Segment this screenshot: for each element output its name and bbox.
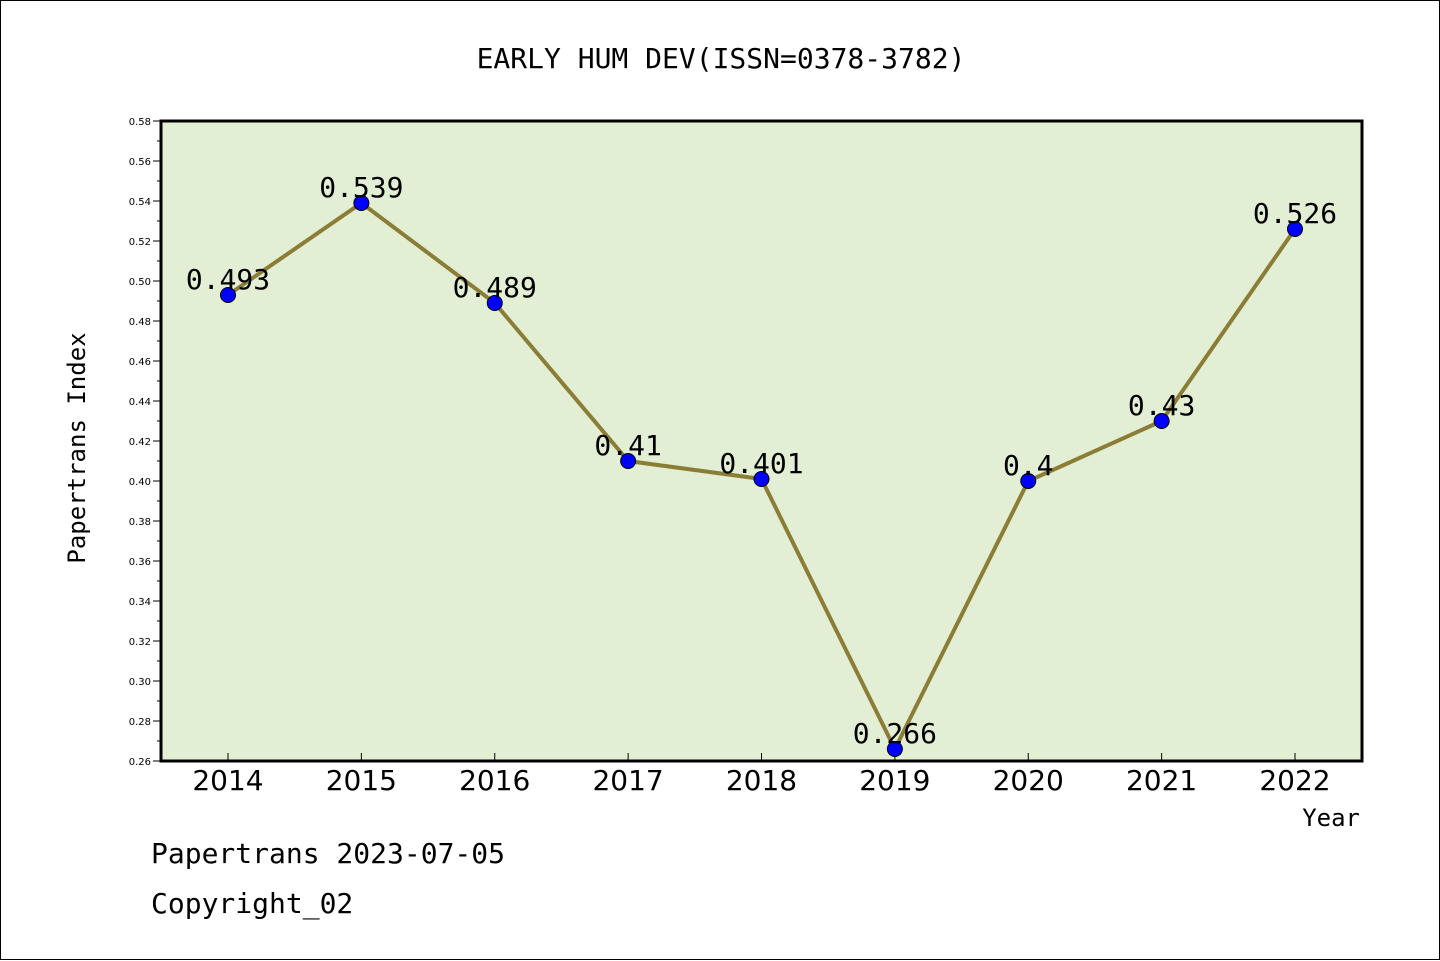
data-label: 0.401 — [719, 447, 803, 480]
y-tick-label: 0.42 — [129, 437, 151, 448]
data-point — [1020, 473, 1037, 489]
x-tick-label: 2022 — [1259, 764, 1330, 797]
data-label: 0.493 — [186, 263, 270, 296]
x-tick-label: 2020 — [993, 764, 1064, 797]
data-point — [220, 287, 236, 303]
data-label: 0.489 — [453, 271, 537, 304]
y-tick-label: 0.52 — [129, 237, 151, 248]
y-tick-label: 0.56 — [129, 157, 151, 168]
data-point — [886, 741, 903, 757]
y-tick-label: 0.30 — [129, 677, 151, 688]
x-tick-label: 2019 — [859, 764, 930, 797]
y-axis-title: Papertrans Index — [63, 332, 91, 563]
x-tick-label: 2014 — [192, 764, 263, 797]
chart-title: EARLY HUM DEV(ISSN=0378-3782) — [477, 42, 966, 75]
y-tick-label: 0.28 — [129, 717, 151, 728]
x-tick-label: 2015 — [326, 764, 397, 797]
y-tick-label: 0.50 — [129, 277, 151, 288]
y-axis: 0.26 0.28 0.30 0.32 0.34 0.36 0.38 0.40 0.42 0.44… — [129, 117, 161, 768]
footer-date: Papertrans 2023-07-05 — [151, 837, 506, 870]
y-tick-label: 0.26 — [129, 757, 151, 768]
data-label: 0.41 — [594, 429, 661, 462]
data-label: 0.43 — [1128, 389, 1195, 422]
x-axis: 2014 2015 2016 2017 2018 2019 2020 2021 2022 — [192, 753, 1331, 797]
data-point — [1153, 413, 1170, 429]
y-tick-label: 0.54 — [129, 197, 151, 208]
y-tick-label: 0.58 — [129, 117, 151, 128]
y-tick-label: 0.32 — [129, 637, 151, 648]
y-tick-label: 0.44 — [129, 397, 151, 408]
x-tick-label: 2017 — [592, 764, 663, 797]
y-tick-label: 0.40 — [129, 477, 151, 488]
x-tick-label: 2018 — [726, 764, 797, 797]
data-label: 0.266 — [853, 717, 937, 750]
x-tick-label: 2021 — [1126, 764, 1197, 797]
data-point — [753, 471, 770, 487]
y-tick-label: 0.38 — [129, 517, 151, 528]
y-tick-label: 0.36 — [129, 557, 151, 568]
data-label: 0.539 — [319, 171, 403, 204]
y-tick-label: 0.34 — [129, 597, 151, 608]
data-point — [620, 453, 637, 469]
data-label: 0.4 — [1003, 449, 1054, 482]
data-point — [1287, 221, 1303, 237]
footer-copyright: Copyright_02 — [151, 887, 354, 920]
x-axis-title: Year — [1302, 804, 1360, 832]
y-tick-label: 0.48 — [129, 317, 151, 328]
data-points — [220, 195, 1303, 757]
data-point — [486, 295, 503, 311]
data-labels: 0.493 0.539 0.489 0.41 0.401 0.266 0.4 0.43 0.52… — [186, 171, 1337, 750]
data-label: 0.526 — [1253, 197, 1337, 230]
data-point — [353, 195, 370, 211]
plot-area — [159, 119, 1364, 763]
x-tick-label: 2016 — [459, 764, 530, 797]
y-tick-label: 0.46 — [129, 357, 151, 368]
